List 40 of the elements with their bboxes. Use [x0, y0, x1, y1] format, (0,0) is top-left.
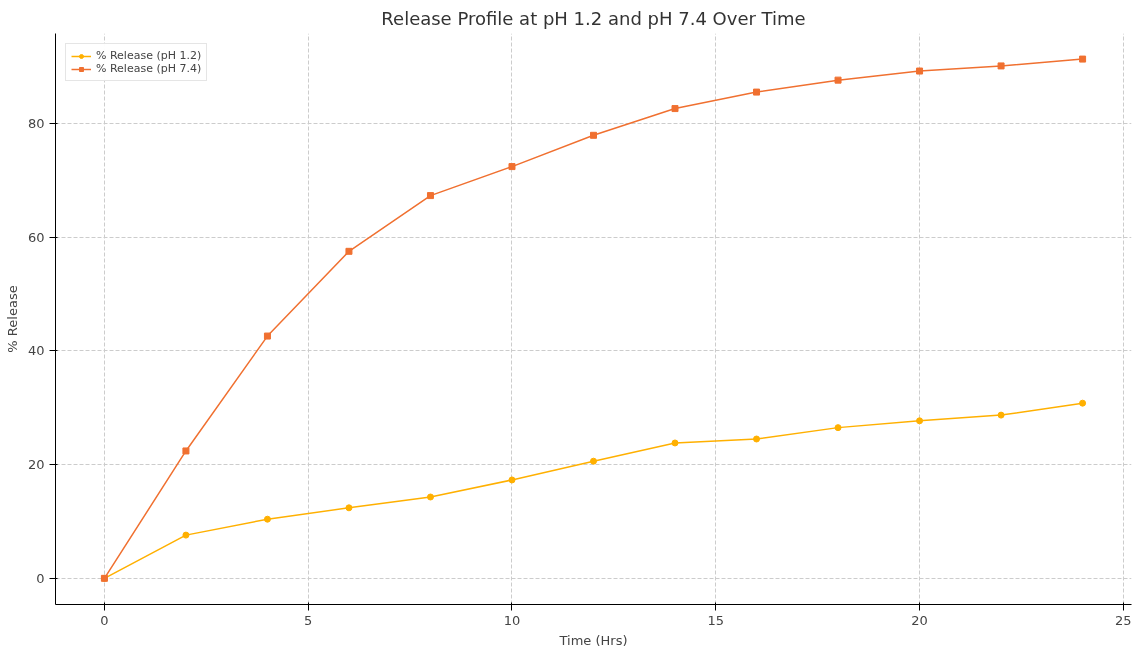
y-tick-label: 0: [36, 570, 45, 586]
point: [671, 105, 679, 113]
point: [508, 476, 516, 484]
x-axis-title: Time (Hrs): [558, 632, 628, 648]
point: [426, 493, 434, 501]
point: [834, 76, 842, 84]
point: [1079, 55, 1087, 63]
point: [671, 439, 679, 447]
x-tick-label: 20: [911, 612, 928, 628]
y-tick-label: 40: [27, 343, 45, 359]
point: [753, 435, 761, 443]
point: [997, 411, 1005, 419]
legend-label: % Release (pH 1.2): [96, 49, 202, 62]
point: [263, 515, 271, 523]
point: [345, 504, 353, 512]
x-tick-label: 25: [1115, 612, 1132, 628]
point: [916, 417, 924, 425]
point: [508, 163, 516, 171]
x-tick-label: 10: [503, 612, 521, 628]
point: [263, 332, 271, 340]
point: [997, 62, 1005, 70]
y-tick-label: 60: [27, 229, 45, 245]
chart-title: Release Profile at pH 1.2 and pH 7.4 Over Time: [381, 7, 806, 29]
point: [590, 457, 597, 465]
y-tick-label: 80: [27, 115, 45, 131]
point: [182, 531, 190, 539]
legend-label: % Release (pH 7.4): [96, 62, 202, 75]
point: [426, 192, 434, 200]
point: [345, 247, 353, 255]
y-tick-label: 20: [27, 457, 45, 473]
point: [182, 447, 190, 455]
point: [834, 424, 842, 432]
point: [1079, 399, 1087, 407]
y-axis-title: % Release: [4, 285, 20, 353]
point: [590, 131, 597, 139]
x-tick-label: 15: [707, 612, 725, 628]
x-tick-label: 5: [304, 612, 313, 628]
point: [916, 67, 924, 75]
point: [753, 88, 761, 96]
x-tick-label: 0: [100, 612, 109, 628]
